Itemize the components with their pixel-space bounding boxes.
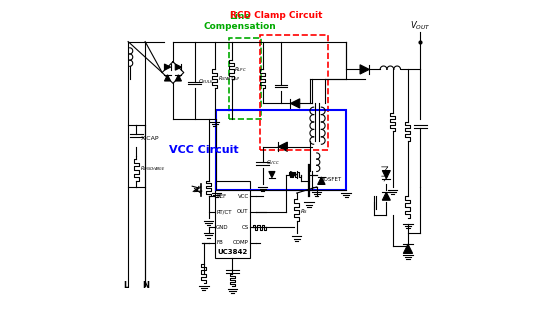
Text: L: L	[123, 281, 129, 290]
Text: UC3842: UC3842	[217, 249, 248, 255]
Text: COMP: COMP	[233, 240, 249, 245]
Polygon shape	[403, 244, 412, 253]
Text: $R_{LPC}$: $R_{LPC}$	[234, 65, 247, 74]
Text: $R_{START\_UP}$: $R_{START\_UP}$	[218, 74, 240, 83]
Polygon shape	[382, 192, 390, 200]
Text: $R_S$: $R_S$	[300, 207, 308, 216]
Polygon shape	[175, 64, 182, 70]
Text: REF: REF	[216, 194, 227, 199]
Text: OUT: OUT	[237, 209, 249, 214]
Text: RCD Clamp Circuit: RCD Clamp Circuit	[230, 11, 323, 20]
Text: FB: FB	[216, 240, 223, 245]
Text: $C_{BULK}$: $C_{BULK}$	[199, 77, 214, 86]
Polygon shape	[175, 75, 182, 81]
Text: VCC Circuit: VCC Circuit	[169, 145, 239, 155]
Polygon shape	[290, 99, 300, 108]
Polygon shape	[290, 172, 296, 178]
Text: VCC: VCC	[238, 194, 249, 199]
Text: $C_{VCC}$: $C_{VCC}$	[266, 158, 280, 167]
Polygon shape	[164, 75, 170, 81]
Text: MOSFET: MOSFET	[320, 177, 342, 182]
Polygon shape	[269, 172, 275, 178]
Polygon shape	[164, 64, 170, 70]
Text: RT/CT: RT/CT	[216, 209, 232, 214]
Text: CS: CS	[241, 225, 249, 230]
Polygon shape	[278, 142, 287, 151]
Polygon shape	[318, 177, 325, 184]
Text: GND: GND	[216, 225, 229, 230]
Text: Line
Compensation: Line Compensation	[203, 12, 276, 31]
Text: N: N	[142, 281, 150, 290]
Bar	[214, 181, 250, 258]
Text: $V_{OUT}$: $V_{OUT}$	[410, 20, 431, 32]
Polygon shape	[382, 171, 390, 178]
Text: X-CAP: X-CAP	[140, 136, 159, 142]
Text: $R_{DISCHARGE}$: $R_{DISCHARGE}$	[140, 164, 166, 173]
Polygon shape	[360, 65, 369, 74]
